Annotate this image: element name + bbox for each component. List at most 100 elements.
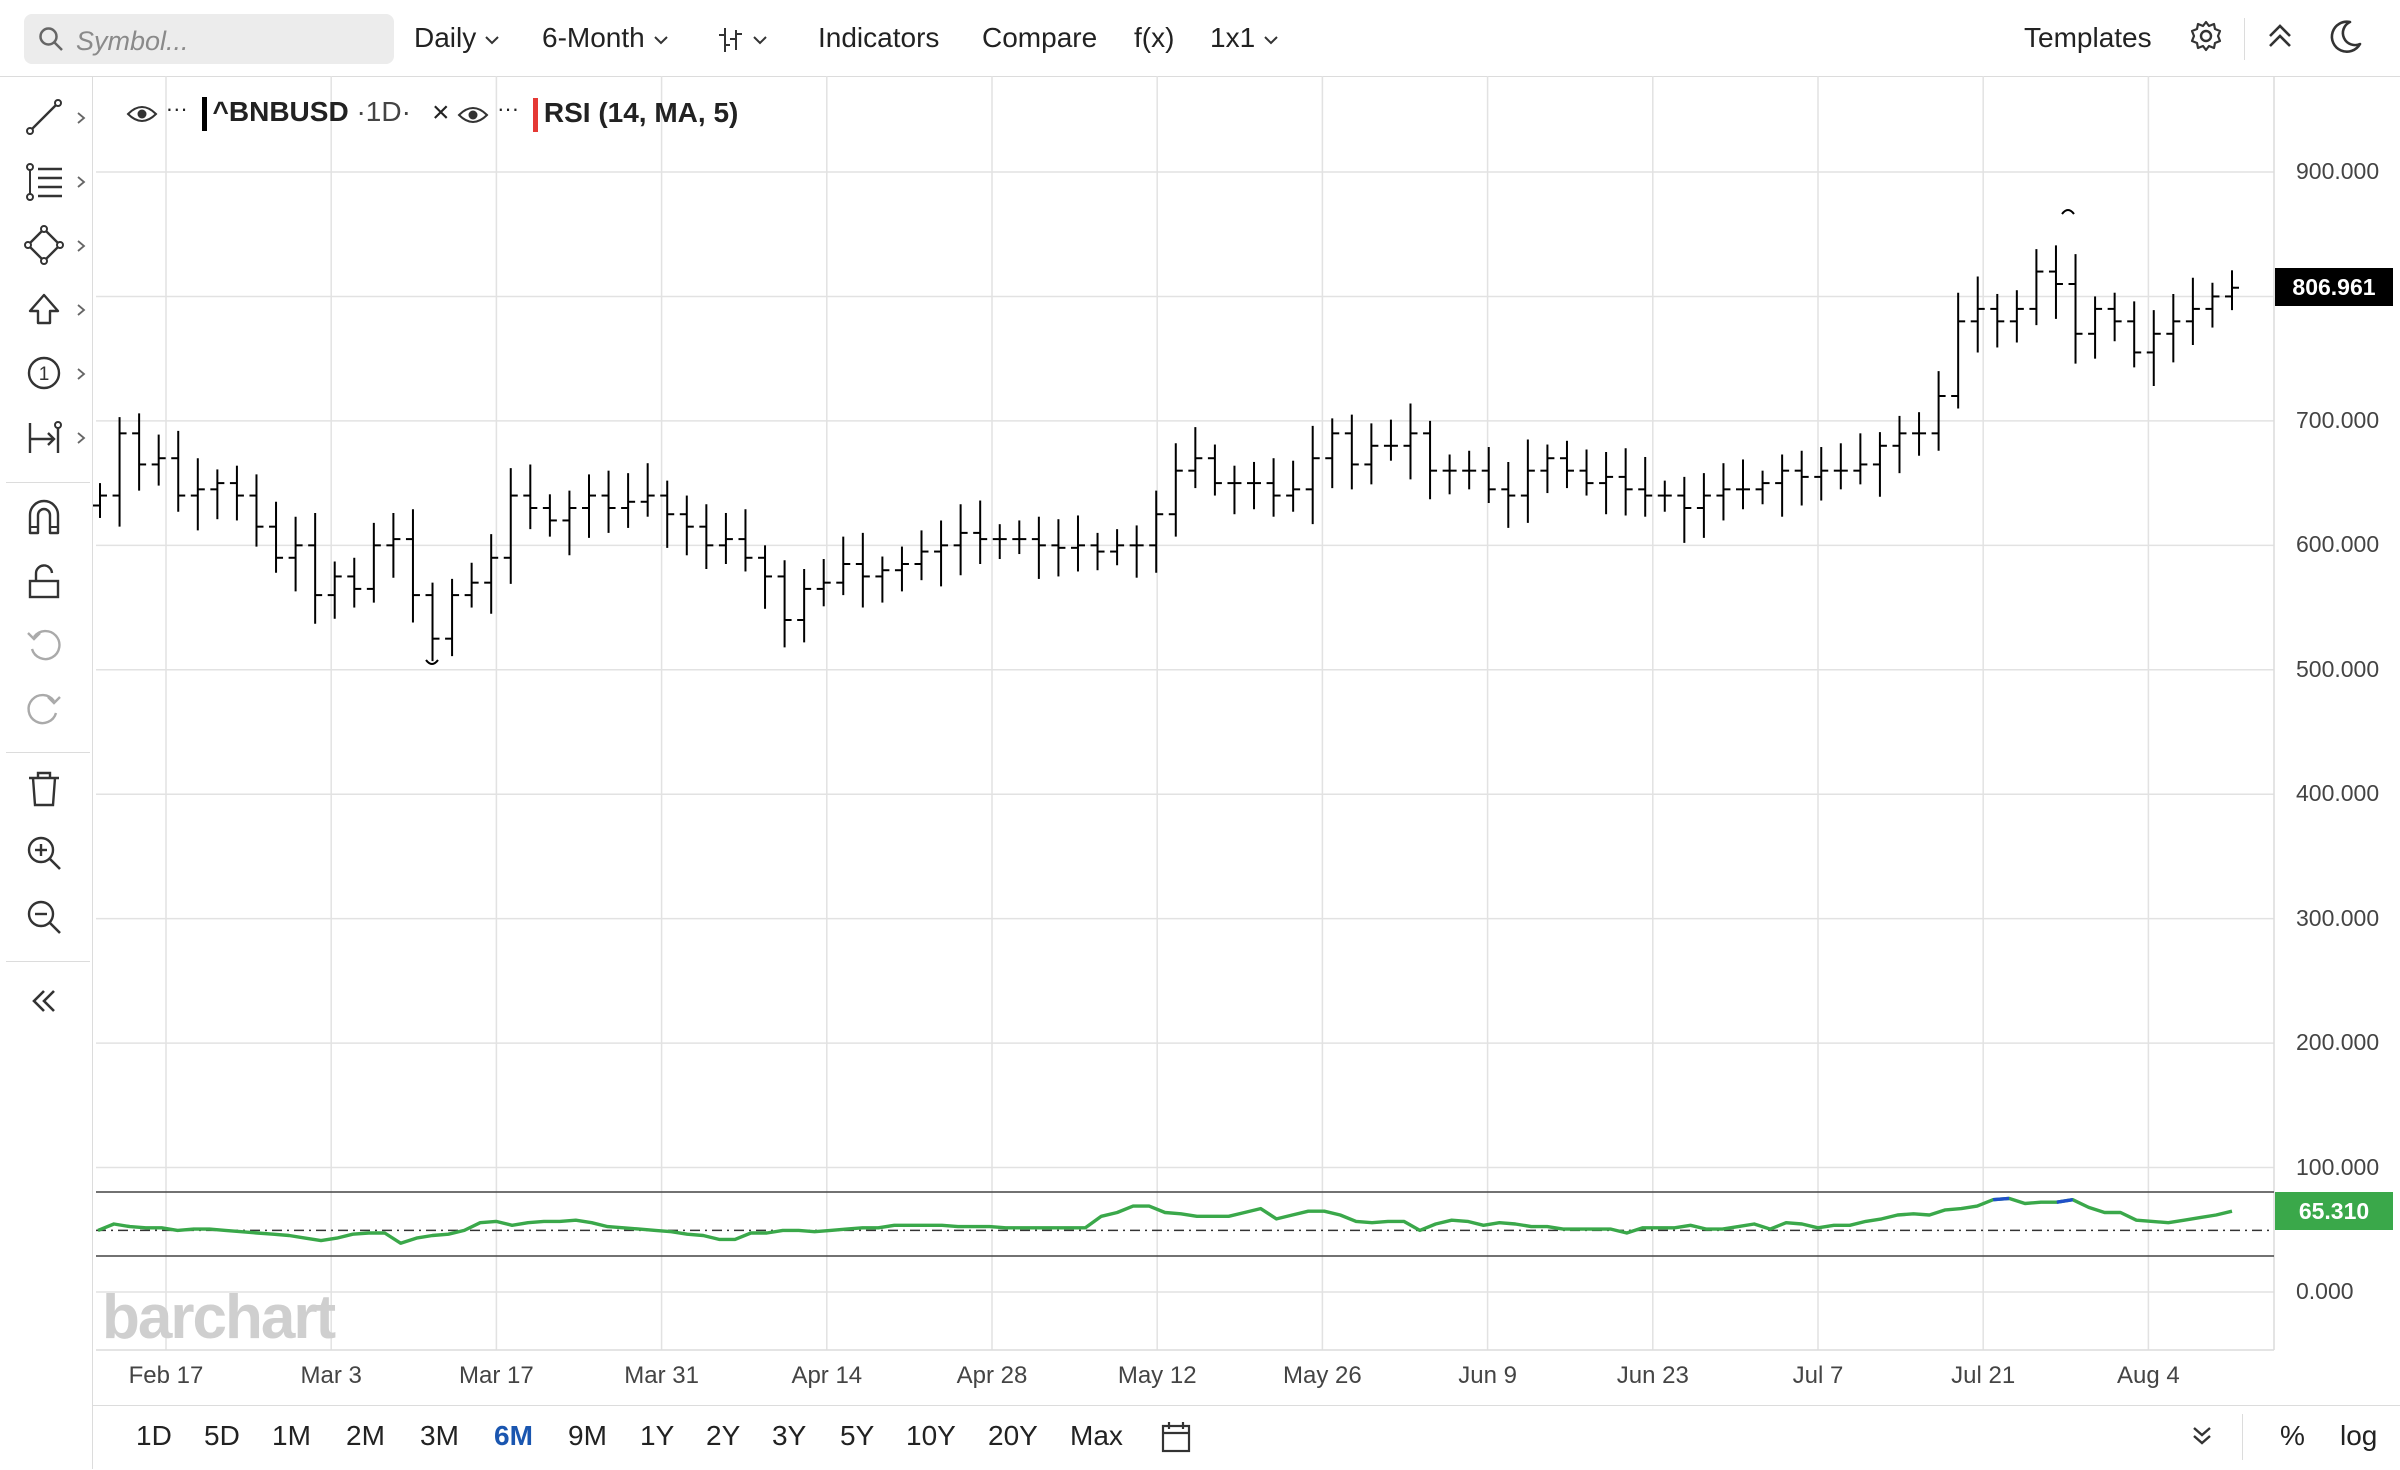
zoom-in-button[interactable] xyxy=(24,833,72,881)
ohlc-bar xyxy=(523,464,538,530)
last-rsi-tag: 65.310 xyxy=(2275,1192,2393,1230)
ohlc-bar xyxy=(1031,516,1046,579)
range-button-2m[interactable]: 2M xyxy=(346,1420,385,1451)
ohlc-bar xyxy=(1579,449,1594,496)
collapse-sidebar-button[interactable] xyxy=(24,981,72,1029)
bar-chart-type-icon xyxy=(719,27,742,52)
ohlc-bar xyxy=(1481,447,1496,504)
indicators-button[interactable]: Indicators xyxy=(818,22,940,53)
undo-button[interactable] xyxy=(24,625,72,673)
chevron-down-icon xyxy=(654,35,668,45)
ohlc-bar xyxy=(1247,461,1262,510)
indicator-name: RSI (14, MA, 5) xyxy=(543,97,739,128)
range-button-1m[interactable]: 1M xyxy=(272,1420,311,1451)
range-button-10y[interactable]: 10Y xyxy=(906,1420,956,1451)
range-button-1y[interactable]: 1Y xyxy=(640,1420,675,1451)
range-button-6m[interactable]: 6M xyxy=(494,1420,533,1451)
shape-polygon-icon xyxy=(24,225,64,265)
indicator-color-bar xyxy=(532,97,538,132)
magnet-tool[interactable] xyxy=(24,497,72,545)
fx-button[interactable]: f(x) xyxy=(1134,22,1175,53)
calendar-icon[interactable] xyxy=(1160,1420,1192,1454)
range-selector-bar: 1D 5D 1M 2M 3M 6M 9M 1Y 2Y 3Y 5Y 10Y 20Y Max % log xyxy=(92,1405,2400,1470)
ohlc-bar xyxy=(425,582,440,662)
ohlc-bar xyxy=(1305,425,1320,525)
layout-label: 1x1 xyxy=(1210,22,1256,53)
collapse-up-icon[interactable] xyxy=(2262,18,2298,54)
trendline-tool[interactable] xyxy=(24,97,86,145)
annotation-tool[interactable]: 1 xyxy=(24,353,86,401)
ohlc-bar xyxy=(1501,461,1516,528)
ohlc-bar xyxy=(1090,532,1105,571)
range-button-5y[interactable]: 5Y xyxy=(840,1420,875,1451)
date-axis-label: May 12 xyxy=(1117,1362,1197,1389)
zoom-out-button[interactable] xyxy=(24,897,72,945)
range-button-3m[interactable]: 3M xyxy=(420,1420,459,1451)
ohlc-bar xyxy=(1051,519,1066,577)
ohlc-bar xyxy=(1403,403,1418,480)
layout-dropdown[interactable]: 1x1 xyxy=(1210,22,1279,54)
ohlc-bar xyxy=(699,504,714,569)
ohlc-bar xyxy=(855,532,870,608)
close-icon[interactable]: × xyxy=(432,96,450,129)
more-options-dots[interactable]: ··· xyxy=(497,96,520,121)
range-button-20y[interactable]: 20Y xyxy=(988,1420,1038,1451)
delete-drawings-button[interactable] xyxy=(24,769,72,817)
ohlc-bar xyxy=(1364,423,1379,485)
measure-tool[interactable] xyxy=(24,417,86,465)
ohlc-bar xyxy=(171,430,186,512)
range-button-5d[interactable]: 5D xyxy=(204,1420,240,1451)
ohlc-bar xyxy=(581,474,596,538)
ohlc-bar xyxy=(269,501,284,573)
eye-icon[interactable] xyxy=(457,105,489,125)
ohlc-bar xyxy=(1833,443,1848,490)
symbol-legend[interactable]: ··· ^BNBUSD ·1D· xyxy=(126,96,411,131)
rsi-overbought-segment xyxy=(1992,1196,2010,1202)
date-axis-label: Mar 3 xyxy=(300,1362,362,1389)
eye-icon[interactable] xyxy=(126,104,158,124)
chevron-down-icon xyxy=(1264,35,1278,45)
tools-divider xyxy=(6,961,90,962)
interval-dropdown[interactable]: Daily xyxy=(414,22,500,54)
ohlc-bar xyxy=(2068,254,2083,364)
range-button-9m[interactable]: 9M xyxy=(568,1420,607,1451)
ohlc-bar xyxy=(1794,450,1809,506)
symbol-color-bar xyxy=(201,96,207,131)
more-options-dots[interactable]: ··· xyxy=(165,96,188,121)
log-scale-button[interactable]: log xyxy=(2340,1420,2378,1451)
indicator-legend[interactable]: × ··· RSI (14, MA, 5) xyxy=(432,96,738,132)
range-button-1d[interactable]: 1D xyxy=(136,1420,172,1451)
price-axis-label: 900.000 xyxy=(2296,158,2380,184)
shapes-tool[interactable] xyxy=(24,225,86,273)
ohlc-bar xyxy=(1657,480,1672,512)
ohlc-bar xyxy=(2166,293,2181,363)
ohlc-bar xyxy=(1716,463,1731,521)
arrow-tool[interactable] xyxy=(24,289,86,337)
lock-tool[interactable] xyxy=(24,561,72,609)
double-chevron-down-icon[interactable] xyxy=(2190,1424,2214,1448)
price-axis-label: 0.000 xyxy=(2296,1278,2354,1304)
redo-button[interactable] xyxy=(24,689,72,737)
ohlc-bar xyxy=(542,494,557,537)
dark-mode-moon-icon[interactable] xyxy=(2326,18,2364,56)
search-placeholder: Symbol... xyxy=(76,26,189,56)
gear-icon[interactable] xyxy=(2188,18,2224,54)
rsi-band-lines xyxy=(96,1191,2274,1257)
percent-scale-button[interactable]: % xyxy=(2280,1420,2305,1451)
compare-button[interactable]: Compare xyxy=(982,22,1098,53)
ohlc-bar xyxy=(1325,418,1340,489)
ohlc-bar xyxy=(1677,476,1692,543)
period-dropdown[interactable]: 6-Month xyxy=(542,22,669,54)
chart-type-dropdown[interactable] xyxy=(716,22,768,55)
price-chart[interactable] xyxy=(0,0,2400,1405)
barchart-watermark: barchart xyxy=(102,1283,336,1352)
range-button-3y[interactable]: 3Y xyxy=(772,1420,807,1451)
templates-button[interactable]: Templates xyxy=(2024,22,2152,53)
double-chevron-left-icon xyxy=(32,990,55,1012)
fibonacci-tool[interactable] xyxy=(24,161,86,209)
ohlc-bar xyxy=(288,516,303,592)
symbol-search-input[interactable]: Symbol... xyxy=(24,14,394,64)
ohlc-bar xyxy=(1892,415,1907,474)
range-button-2y[interactable]: 2Y xyxy=(706,1420,741,1451)
range-button-max[interactable]: Max xyxy=(1070,1420,1123,1451)
